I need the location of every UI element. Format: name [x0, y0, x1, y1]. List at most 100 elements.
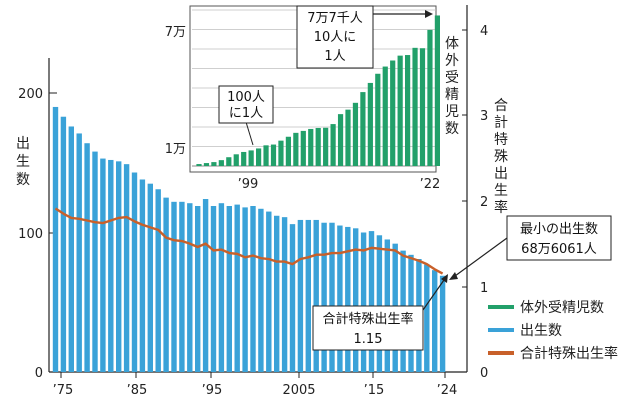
callout-min-births-line: 68万6061人: [521, 242, 597, 257]
callout-min-births: 最小の出生数 68万6061人: [449, 215, 612, 280]
birth-bar: [147, 183, 153, 372]
legend: 体外受精児数 出生数 合計特殊出生率: [488, 300, 618, 362]
birth-bar: [163, 197, 169, 373]
inset-x-tick-label: ’99: [238, 177, 259, 192]
right-y-tick-label: 3: [480, 109, 488, 124]
inset-y-axis-label-char: 数: [445, 121, 459, 137]
birth-bar: [226, 206, 232, 372]
callout-tfr-pointer: [422, 279, 445, 311]
right-y-axis-label: 合 計 特 殊 出 生 率: [494, 98, 508, 216]
legend-label-ivf: 体外受精児数: [520, 300, 604, 316]
ivf-bar: [323, 127, 329, 166]
birth-bar: [179, 201, 185, 372]
birth-bar: [297, 219, 304, 372]
birth-bar: [360, 232, 367, 372]
ivf-bar: [256, 148, 262, 166]
x-tick-label: ’15: [364, 383, 385, 398]
inset-y-tick-label: 7万: [165, 25, 186, 40]
ivf-bar: [218, 160, 224, 166]
callout-min-births-pointer: [454, 237, 508, 277]
callout-tfr-box: [312, 305, 424, 351]
x-ticks: ’75 ’85 ’95 2005 ’15 ’24: [53, 372, 458, 398]
inset-y-axis-label-char: 精: [445, 87, 459, 103]
ivf-bar: [315, 127, 321, 166]
tfr-line-series: [54, 207, 444, 275]
callout-min-births-arrowhead: [449, 272, 458, 280]
birth-bar: [424, 264, 430, 372]
birth-bar: [210, 206, 217, 372]
ivf-bar: [285, 136, 291, 166]
callout-2022-box: [296, 5, 374, 69]
left-y-tick-label: 0: [35, 366, 43, 381]
inset-y-axis-label: 体 外 受 精 児 数: [445, 36, 459, 137]
callout-min-births-line: 最小の出生数: [520, 222, 598, 237]
right-y-axis-label-char: 殊: [494, 149, 508, 165]
right-y-tick-label: 0: [480, 366, 488, 381]
birth-bar: [250, 206, 256, 372]
callout-tfr-line: 合計特殊出生率: [322, 311, 413, 327]
legend-label-births: 出生数: [520, 323, 562, 339]
main-y-axis-label-char: 生: [16, 154, 30, 170]
right-y-axis-label-char: 出: [494, 166, 508, 182]
birth-bar: [76, 133, 82, 372]
ivf-bar: [397, 55, 403, 166]
callout-1999-pointer: [245, 121, 254, 146]
birth-bar: [52, 106, 59, 372]
right-y-axis-label-char: 合: [494, 98, 508, 114]
birth-bar: [195, 206, 201, 372]
inset-y-axis-label-char: 児: [445, 104, 459, 120]
right-y-tick-label: 4: [480, 24, 488, 39]
ivf-bar: [427, 29, 433, 166]
birth-bar: [321, 222, 327, 372]
birth-bar: [305, 219, 311, 372]
legend-swatch-births: [488, 328, 514, 332]
left-y-tick-label: 100: [18, 227, 43, 242]
callout-tfr-line: 1.15: [354, 332, 383, 347]
ivf-bar: [412, 47, 418, 166]
birth-bar: [289, 224, 296, 372]
left-y-ticks: 200 100 0: [18, 87, 57, 381]
right-y-tick-label: 2: [480, 195, 488, 210]
main-y-axis-label-char: 数: [16, 172, 30, 188]
callout-2022: 7万7千人 10人に 1人: [296, 5, 433, 69]
birth-bar: [439, 275, 446, 372]
inset-y-tick-label: 1万: [165, 142, 186, 157]
callout-1999: 100人 に1人: [218, 85, 274, 146]
callout-1999-line: 100人: [227, 90, 265, 105]
birth-bar: [368, 231, 375, 372]
birth-bar: [329, 222, 335, 372]
x-tick-label: 2005: [282, 383, 315, 398]
ivf-bar: [337, 114, 344, 166]
birth-bar: [353, 228, 359, 372]
birth-bar: [123, 164, 130, 372]
birth-bar: [131, 172, 138, 372]
birth-bar: [432, 270, 438, 372]
ivf-bar: [248, 150, 254, 166]
tfr-line: [54, 207, 444, 275]
ivf-bar: [300, 130, 306, 166]
birth-bar: [337, 225, 343, 372]
left-y-tick-label: 200: [18, 87, 43, 102]
ivf-bar: [226, 157, 232, 166]
x-tick-label: ’85: [127, 383, 148, 398]
birth-bar: [258, 208, 264, 372]
right-y-axis-label-char: 特: [494, 132, 508, 148]
birth-bar: [68, 126, 74, 372]
x-tick-label: ’24: [437, 383, 458, 398]
callout-tfr: 合計特殊出生率 1.15: [312, 274, 448, 351]
callout-1999-line: に1人: [229, 106, 263, 121]
main-y-axis-label-char: 出: [16, 136, 30, 152]
inset-y-axis-label-char: 受: [445, 70, 459, 86]
ivf-bar: [330, 124, 336, 166]
ivf-bar: [293, 132, 299, 166]
birth-bar: [92, 151, 98, 372]
ivf-bar: [263, 145, 269, 166]
ivf-bar: [203, 163, 210, 166]
callout-2022-line: 10人に: [314, 30, 357, 45]
legend-label-tfr: 合計特殊出生率: [520, 345, 618, 362]
birth-bar: [234, 204, 240, 372]
ivf-bar: [196, 164, 202, 166]
ivf-bar: [390, 60, 396, 166]
birth-bar: [155, 189, 161, 372]
